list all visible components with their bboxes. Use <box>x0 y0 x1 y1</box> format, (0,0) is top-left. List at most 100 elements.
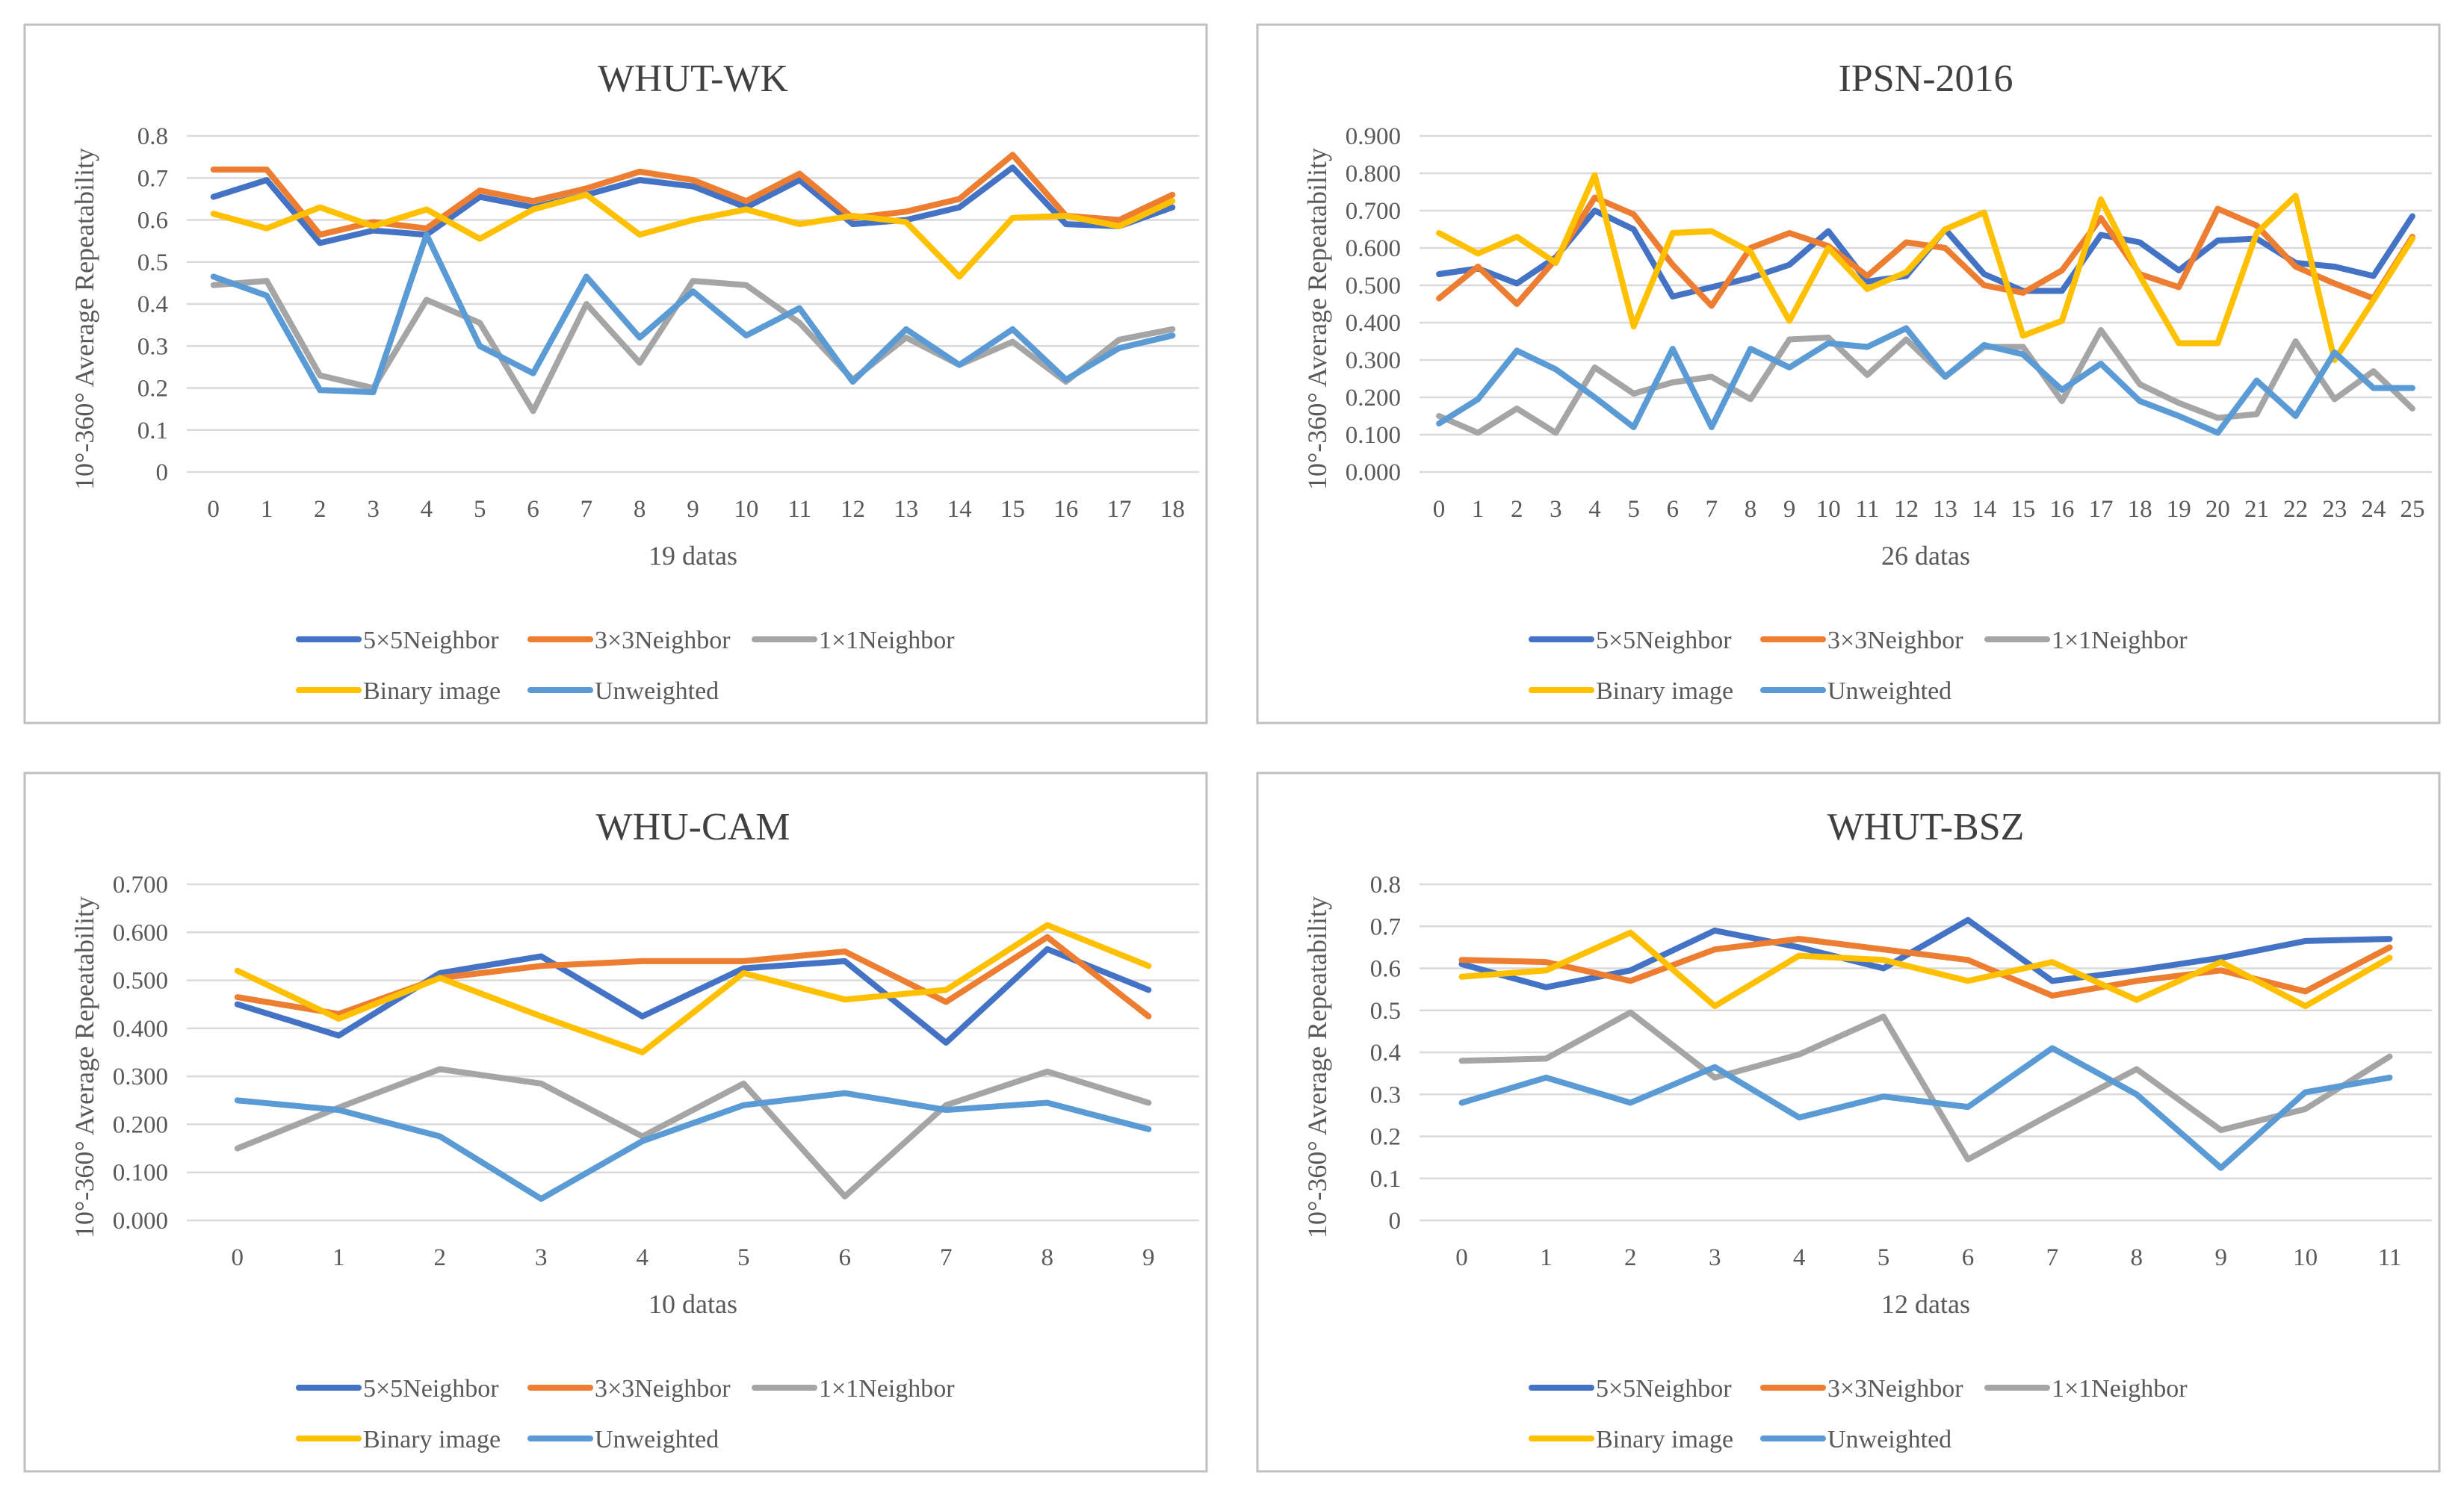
chart-panel-whut-wk: WHUT-WK 0 0.1 0.2 0.3 0.4 0.5 0.6 0.7 0.8 0 1 2 3 4 5 6 7… <box>0 0 1231 748</box>
x-tick-label: 24 <box>2361 496 2386 523</box>
x-tick-label: 23 <box>2322 496 2347 523</box>
x-tick-label: 25 <box>2400 496 2424 523</box>
y-tick-label: 0.4 <box>137 291 168 318</box>
legend-label: Binary image <box>1596 677 1733 705</box>
series-unweighted <box>234 1090 1152 1202</box>
series-binary-image <box>234 922 1152 1055</box>
legend-label: 3×3Neighbor <box>595 627 731 654</box>
x-tick-label: 8 <box>634 496 646 523</box>
chart-frame <box>1256 23 2441 724</box>
y-tick-label: 0.600 <box>113 919 168 946</box>
x-tick-label: 6 <box>527 496 539 523</box>
legend-label: 3×3Neighbor <box>1827 1375 1963 1403</box>
x-tick-label: 10 <box>2293 1244 2318 1271</box>
y-tick-label: 0.400 <box>1346 310 1401 337</box>
x-tick-label: 5 <box>1878 1244 1890 1271</box>
y-tick-label: 0.8 <box>1370 872 1401 898</box>
legend-label: Unweighted <box>1827 1426 1951 1453</box>
x-axis-label: 26 datas <box>1881 541 1970 571</box>
y-tick-label: 0.4 <box>1370 1040 1401 1067</box>
series-3x3-neighbor <box>210 152 1176 238</box>
x-tick-label: 10 <box>734 496 758 523</box>
series-binary-image <box>210 191 1176 280</box>
x-tick-label: 21 <box>2244 496 2269 523</box>
y-tick-label: 0.3 <box>1370 1081 1401 1108</box>
x-tick-label: 16 <box>2049 496 2074 523</box>
x-tick-label: 5 <box>1627 496 1640 523</box>
x-tick-label: 1 <box>332 1244 345 1271</box>
x-tick-label: 6 <box>1667 496 1680 523</box>
x-tick-label: 7 <box>2046 1244 2059 1271</box>
y-tick-label: 0.100 <box>1346 422 1401 449</box>
x-tick-label: 3 <box>1550 496 1562 523</box>
x-tick-label: 0 <box>232 1244 244 1271</box>
x-tick-label: 2 <box>1624 1244 1637 1271</box>
y-tick-label: 0.300 <box>1346 347 1401 374</box>
x-tick-label: 22 <box>2283 496 2308 523</box>
x-tick-label: 9 <box>1142 1244 1155 1271</box>
legend-label: Unweighted <box>1827 677 1951 705</box>
y-tick-label: 0.2 <box>1370 1124 1401 1151</box>
x-tick-label: 13 <box>1933 496 1957 523</box>
y-tick-label: 0.200 <box>1346 385 1401 412</box>
chart-svg: IPSN-2016 0.000 0.100 0.200 0.300 0.400 0.500 0… <box>1256 23 2441 724</box>
x-tick-label: 18 <box>1160 496 1185 523</box>
x-tick-label: 9 <box>2214 1244 2227 1271</box>
chart-frame <box>23 772 1208 1473</box>
x-tick-label: 13 <box>894 496 918 523</box>
x-tick-label: 19 <box>2167 496 2191 523</box>
chart-frame <box>23 23 1208 724</box>
legend-label: Binary image <box>1596 1426 1733 1453</box>
legend-label: Unweighted <box>595 677 719 705</box>
legend-label: 3×3Neighbor <box>1827 627 1963 654</box>
legend-label: 1×1Neighbor <box>819 627 955 654</box>
y-tick-label: 0.500 <box>113 968 168 995</box>
legend-label: 1×1Neighbor <box>819 1375 955 1403</box>
y-tick-label: 0.100 <box>113 1160 168 1187</box>
x-tick-label: 11 <box>787 496 811 523</box>
x-tick-label: 12 <box>841 496 865 523</box>
x-tick-label: 17 <box>1107 496 1132 523</box>
series-unweighted <box>1436 325 2415 436</box>
y-tick-label: 0.5 <box>137 249 168 276</box>
y-tick-label: 0.400 <box>113 1016 168 1043</box>
y-tick-label: 0.6 <box>137 208 168 235</box>
y-axis-label: 10°-360° Average Repeatability <box>69 896 99 1238</box>
x-tick-label: 6 <box>1962 1244 1975 1271</box>
x-tick-label: 16 <box>1053 496 1078 523</box>
x-tick-label: 15 <box>2010 496 2035 523</box>
y-tick-label: 0.700 <box>113 872 168 898</box>
legend-label: 5×5Neighbor <box>363 627 499 654</box>
series-1x1-neighbor <box>234 1066 1152 1199</box>
x-tick-label: 20 <box>2205 496 2230 523</box>
x-tick-label: 0 <box>207 496 220 523</box>
legend-label: 1×1Neighbor <box>2052 627 2188 654</box>
x-tick-label: 8 <box>1041 1244 1054 1271</box>
x-tick-label: 4 <box>1588 496 1601 523</box>
x-tick-label: 7 <box>940 1244 953 1271</box>
x-tick-label: 14 <box>947 496 972 523</box>
series-5x5-neighbor <box>1458 916 2393 990</box>
x-tick-label: 3 <box>367 496 380 523</box>
x-tick-label: 6 <box>839 1244 852 1271</box>
y-axis-label: 10°-360° Average Repeatability <box>69 148 99 490</box>
y-tick-label: 0.1 <box>1370 1166 1401 1193</box>
legend-label: 5×5Neighbor <box>1596 1375 1732 1403</box>
chart-svg: WHUT-BSZ 0 0.1 0.2 0.3 0.4 0.5 0.6 0.7 0.8 0 1 2 3 4 5 6… <box>1256 772 2441 1473</box>
x-tick-label: 8 <box>1745 496 1757 523</box>
x-axis-label: 19 datas <box>648 541 737 571</box>
series-1x1-neighbor <box>1458 1009 2393 1163</box>
series-5x5-neighbor <box>234 946 1152 1046</box>
chart-title: WHU-CAM <box>596 806 790 848</box>
y-tick-label: 0.900 <box>1346 123 1401 150</box>
y-tick-label: 0.5 <box>1370 998 1401 1025</box>
chart-panel-ipsn-2016: IPSN-2016 0.000 0.100 0.200 0.300 0.400 0.500 0… <box>1233 0 2464 748</box>
y-axis-label: 10°-360° Average Repeatability <box>1302 896 1332 1238</box>
y-tick-label: 0.800 <box>1346 161 1401 187</box>
y-tick-label: 0.7 <box>137 165 168 192</box>
x-tick-label: 5 <box>737 1244 750 1271</box>
x-axis-label: 10 datas <box>648 1289 737 1319</box>
x-tick-label: 8 <box>2131 1244 2143 1271</box>
chart-title: WHUT-BSZ <box>1827 806 2025 848</box>
